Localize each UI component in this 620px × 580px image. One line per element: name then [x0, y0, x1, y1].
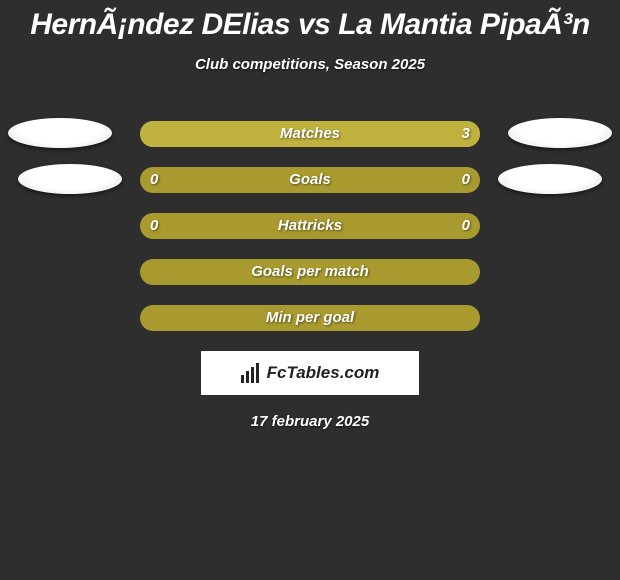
bar-base: [140, 167, 480, 193]
value-left: 0: [150, 167, 158, 193]
player-right-avatar: [498, 164, 602, 194]
value-right: 0: [462, 213, 470, 239]
comparison-row: 3Matches: [0, 121, 620, 147]
bar-wrap: 00Goals: [140, 167, 480, 193]
logo-box: FcTables.com: [201, 351, 419, 395]
value-left: 0: [150, 213, 158, 239]
subtitle: Club competitions, Season 2025: [0, 56, 620, 73]
comparison-row: Goals per match: [0, 259, 620, 285]
bar-right-fill: [140, 121, 480, 147]
date: 17 february 2025: [0, 413, 620, 430]
comparison-row: 00Hattricks: [0, 213, 620, 239]
bar-wrap: Min per goal: [140, 305, 480, 331]
value-right: 3: [462, 121, 470, 147]
bar-base: [140, 259, 480, 285]
logo-text: FcTables.com: [267, 363, 380, 383]
bar-base: [140, 305, 480, 331]
player-left-avatar: [8, 118, 112, 148]
player-left-avatar: [18, 164, 122, 194]
bar-base: [140, 213, 480, 239]
bar-wrap: Goals per match: [140, 259, 480, 285]
comparison-rows: 3Matches00Goals00HattricksGoals per matc…: [0, 121, 620, 331]
comparison-row: Min per goal: [0, 305, 620, 331]
logo-bars-icon: [241, 363, 263, 383]
value-right: 0: [462, 167, 470, 193]
page-title: HernÃ¡ndez DElias vs La Mantia PipaÃ³n: [0, 0, 620, 42]
comparison-row: 00Goals: [0, 167, 620, 193]
bar-wrap: 00Hattricks: [140, 213, 480, 239]
player-right-avatar: [508, 118, 612, 148]
bar-wrap: 3Matches: [140, 121, 480, 147]
